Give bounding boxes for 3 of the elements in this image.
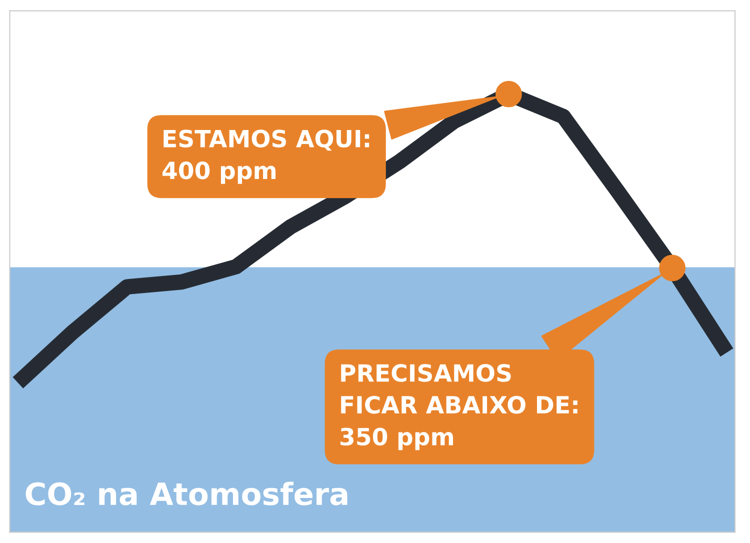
annotation: ESTAMOS AQUI: 400 ppm — [162, 130, 370, 184]
text: CO₂ na Atomosfera — [26, 482, 348, 506]
annotation: PRECISAMOS FICAR ABAIXO DE: 350 ppm — [340, 364, 578, 450]
